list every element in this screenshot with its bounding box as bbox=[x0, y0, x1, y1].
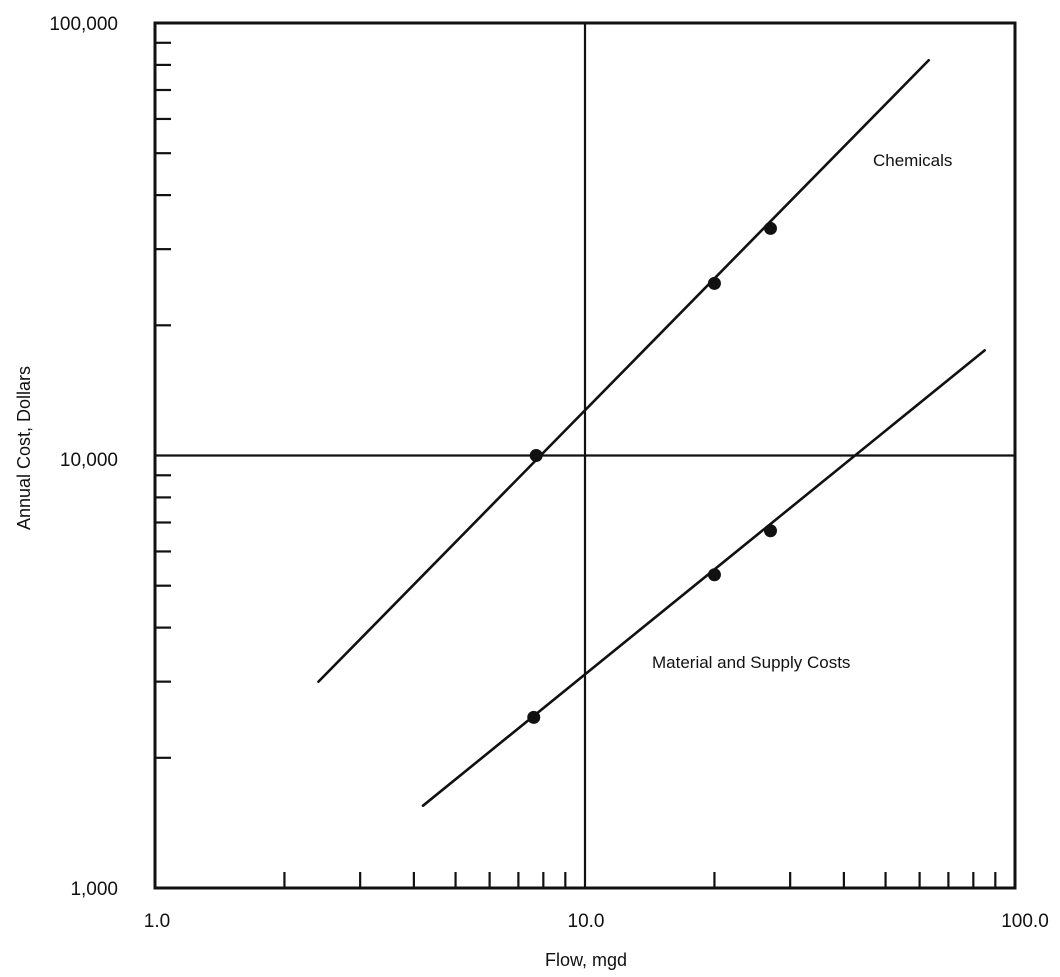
x-axis-label: Flow, mgd bbox=[545, 950, 627, 970]
x-tick-label: 1.0 bbox=[144, 911, 170, 932]
series-label-material-supply: Material and Supply Costs bbox=[652, 653, 850, 672]
data-points bbox=[527, 221, 777, 724]
y-axis-label: Annual Cost, Dollars bbox=[14, 366, 34, 530]
plot-frame bbox=[153, 21, 1017, 890]
data-point-s2-3 bbox=[763, 524, 777, 538]
y-tick-label: 10,000 bbox=[60, 450, 118, 471]
x-tick-label: 100.0 bbox=[1001, 911, 1049, 932]
data-point-s1-1 bbox=[529, 449, 543, 462]
x-tick-label: 10.0 bbox=[568, 911, 605, 932]
data-point-s2-1 bbox=[527, 710, 541, 724]
data-point-s1-3 bbox=[763, 221, 777, 235]
data-point-s2-2 bbox=[707, 568, 721, 582]
series-line-2 bbox=[421, 349, 986, 807]
series-line-1 bbox=[317, 58, 931, 683]
grid-lines bbox=[155, 23, 1015, 888]
y-tick-label: 100,000 bbox=[49, 14, 118, 35]
series-label-chemicals: Chemicals bbox=[873, 151, 952, 170]
axis-ticks bbox=[155, 41, 997, 888]
data-point-s1-2 bbox=[707, 276, 721, 290]
chart-labels: 1.0 10.0 100.0 1,000 10,000 100,000 Flow, mgd A… bbox=[14, 14, 1049, 970]
series-lines bbox=[317, 58, 986, 807]
y-tick-label: 1,000 bbox=[70, 879, 118, 900]
